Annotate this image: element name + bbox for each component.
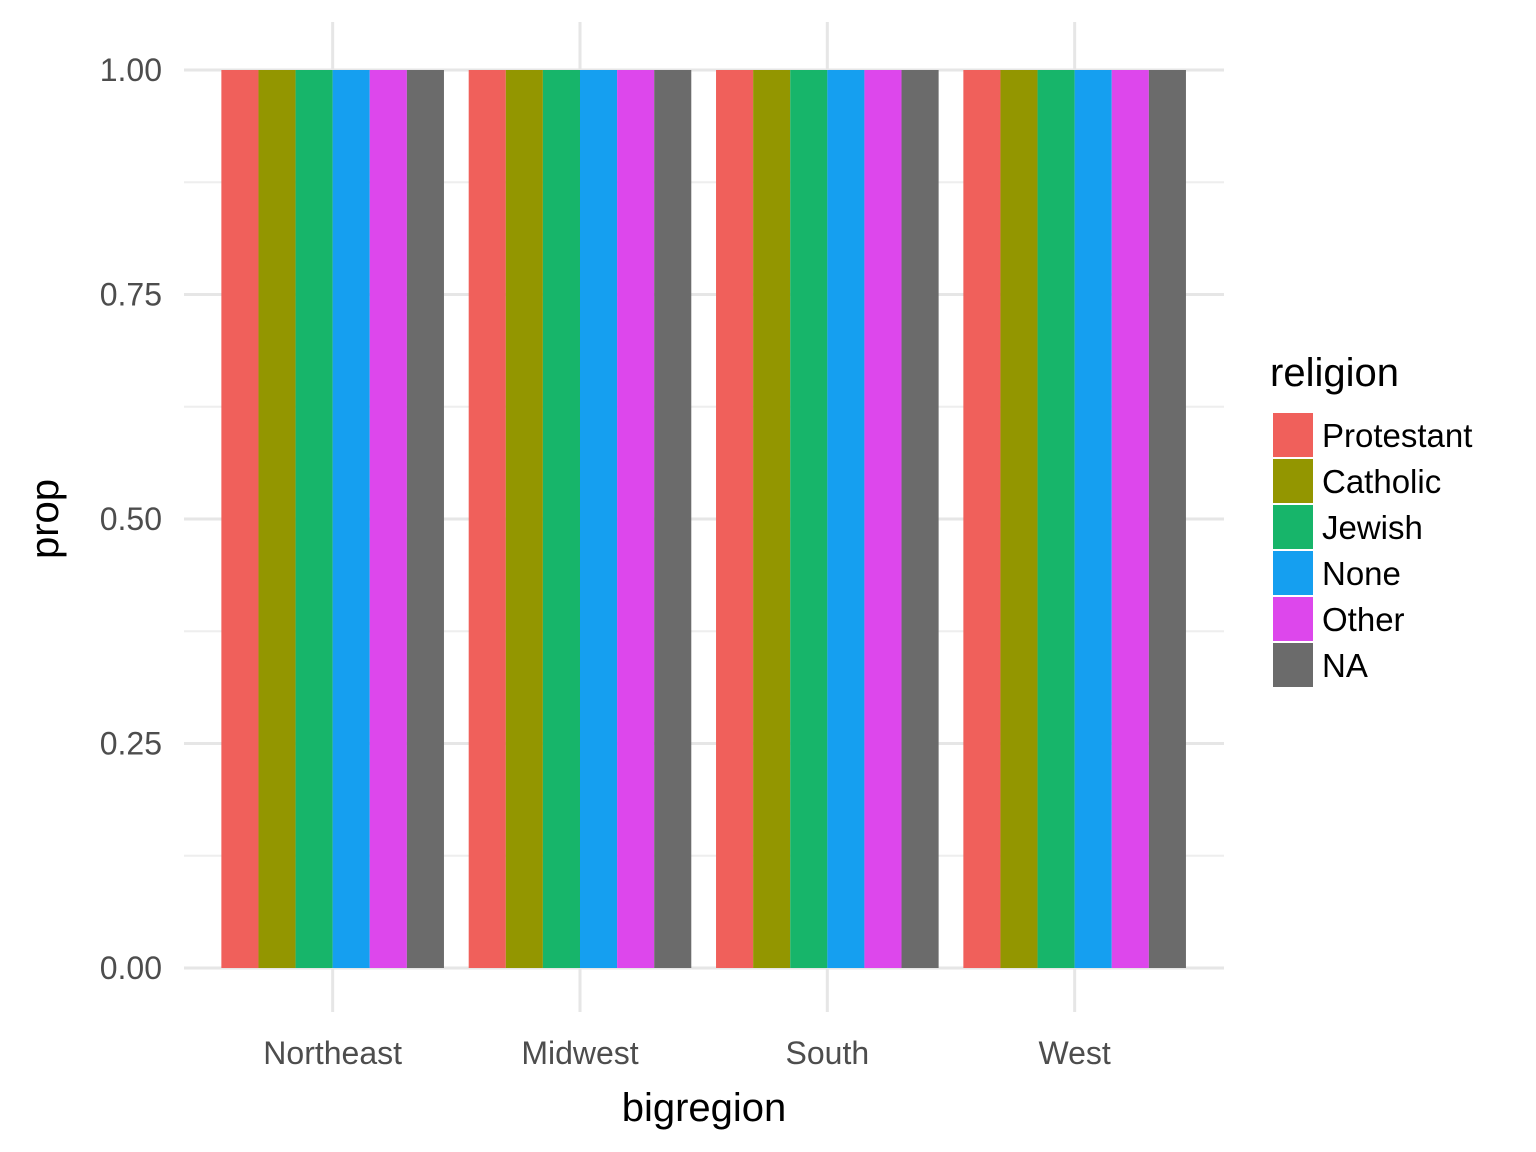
y-tick-label: 0.25 bbox=[100, 726, 162, 762]
bar bbox=[505, 70, 543, 968]
legend-title: religion bbox=[1270, 351, 1399, 395]
legend-key bbox=[1271, 641, 1315, 689]
bar bbox=[617, 70, 655, 968]
legend-label: Jewish bbox=[1322, 509, 1423, 546]
bar bbox=[369, 70, 407, 968]
x-axis-title: bigregion bbox=[622, 1086, 787, 1130]
bar bbox=[753, 70, 791, 968]
bar bbox=[1000, 70, 1038, 968]
legend-label: None bbox=[1322, 555, 1401, 592]
bar bbox=[542, 70, 580, 968]
bars bbox=[221, 70, 1186, 968]
y-axis-title: prop bbox=[23, 479, 67, 559]
x-tick-label: South bbox=[786, 1035, 870, 1071]
bar bbox=[654, 70, 692, 968]
y-tick-labels: 0.00 0.25 0.50 0.75 1.00 bbox=[100, 52, 162, 986]
y-tick-label: 1.00 bbox=[100, 52, 162, 88]
legend-label: NA bbox=[1322, 647, 1368, 684]
legend-key bbox=[1271, 411, 1315, 459]
legend-key bbox=[1271, 595, 1315, 643]
x-tick-label: Midwest bbox=[521, 1035, 638, 1071]
x-tick-label: West bbox=[1038, 1035, 1110, 1071]
legend-key bbox=[1271, 549, 1315, 597]
legend-key bbox=[1271, 457, 1315, 505]
legend-items: Protestant Catholic Jewish None Other NA bbox=[1271, 411, 1472, 689]
bar bbox=[258, 70, 296, 968]
bar bbox=[716, 70, 754, 968]
bar bbox=[406, 70, 444, 968]
bar bbox=[790, 70, 828, 968]
legend-label: Catholic bbox=[1322, 463, 1441, 500]
bar bbox=[963, 70, 1001, 968]
bar bbox=[864, 70, 902, 968]
x-tick-labels: Northeast Midwest South West bbox=[263, 1035, 1111, 1071]
bar bbox=[295, 70, 333, 968]
bar bbox=[579, 70, 618, 968]
y-tick-label: 0.75 bbox=[100, 277, 162, 313]
bar bbox=[1037, 70, 1075, 968]
bar bbox=[901, 70, 939, 968]
legend-label: Protestant bbox=[1322, 417, 1472, 454]
bar bbox=[1074, 70, 1112, 968]
x-tick-label: Northeast bbox=[263, 1035, 402, 1071]
legend-label: Other bbox=[1322, 601, 1405, 638]
bar bbox=[1111, 70, 1149, 968]
bar bbox=[221, 70, 259, 968]
bar bbox=[468, 70, 506, 968]
y-tick-label: 0.00 bbox=[100, 950, 162, 986]
bar bbox=[332, 70, 370, 968]
bar bbox=[827, 70, 865, 968]
y-tick-label: 0.50 bbox=[100, 501, 162, 537]
legend-key bbox=[1271, 503, 1315, 551]
legend: religion Protestant Catholic Jewish None Oth… bbox=[1270, 351, 1472, 689]
bar bbox=[1148, 70, 1186, 968]
